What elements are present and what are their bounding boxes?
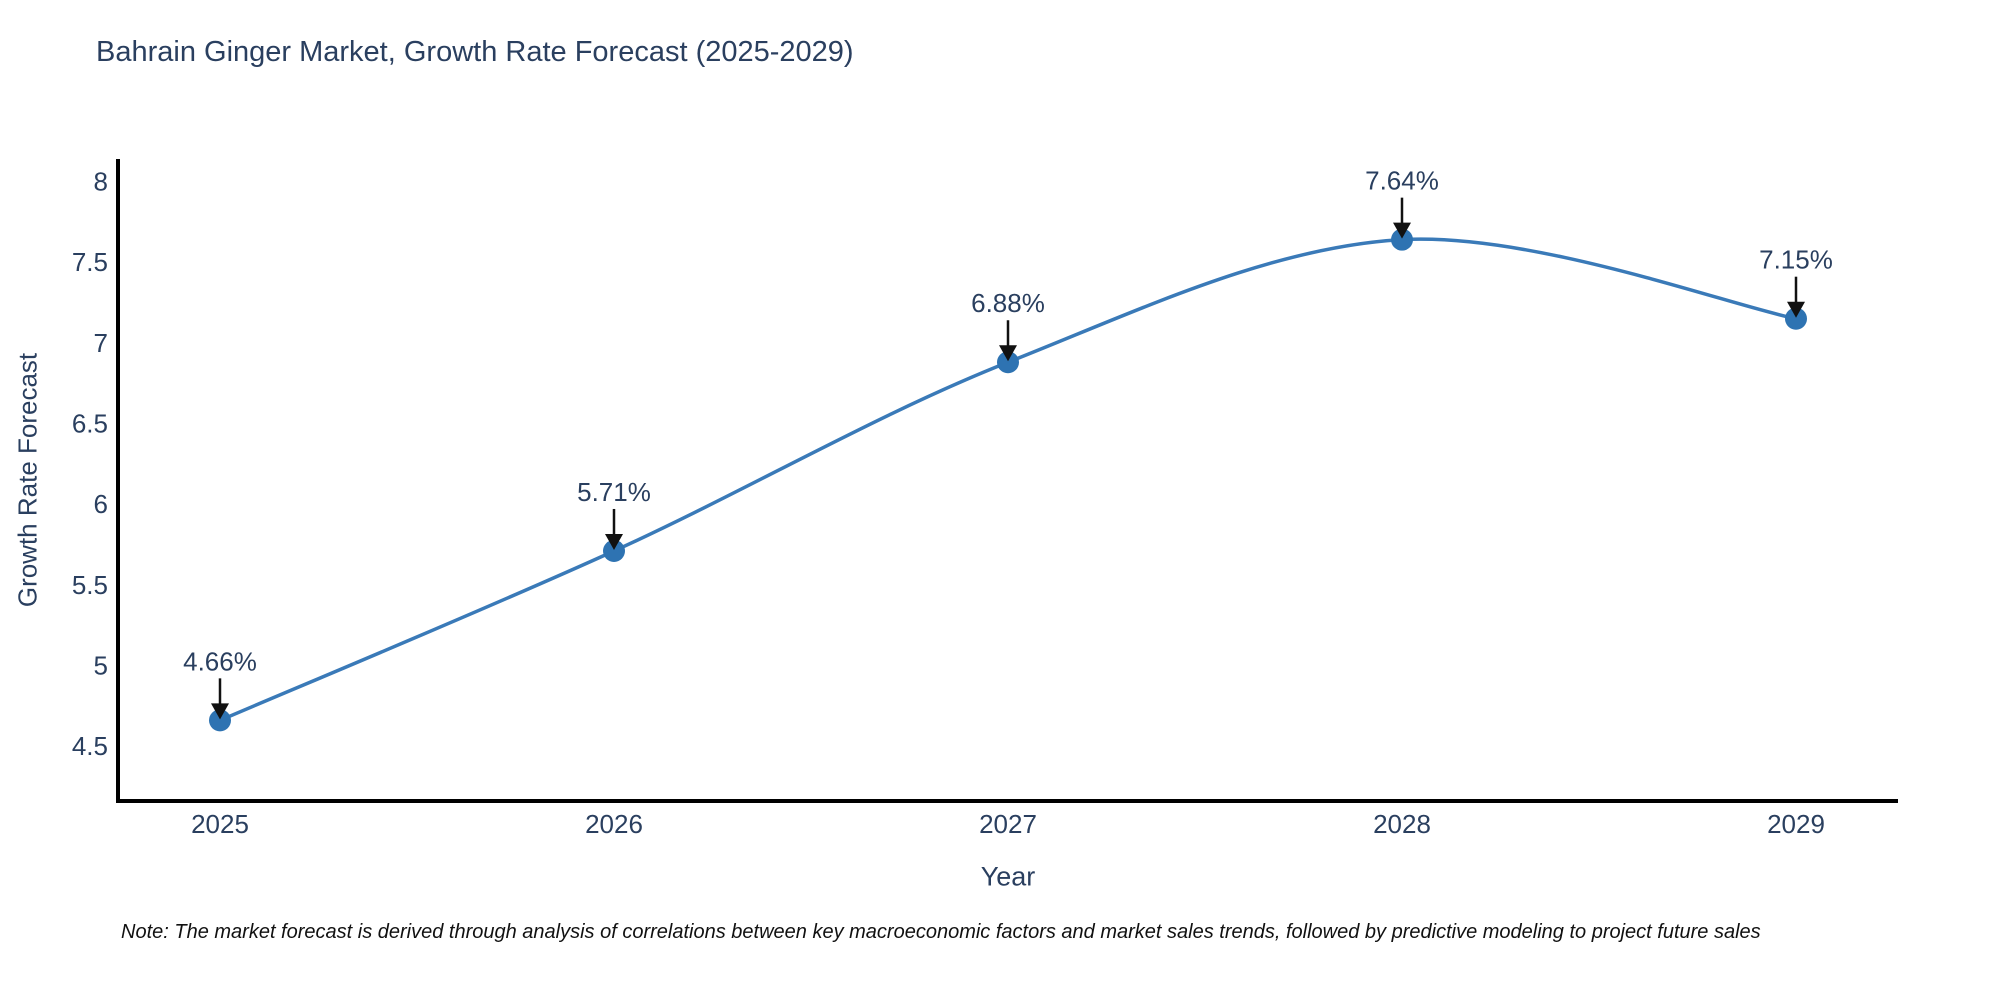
- y-tick-label: 8: [94, 167, 108, 197]
- data-point-label: 7.15%: [1759, 245, 1833, 275]
- y-tick-label: 7: [94, 328, 108, 358]
- chart-title: Bahrain Ginger Market, Growth Rate Forec…: [96, 36, 854, 68]
- x-tick-label: 2026: [585, 809, 643, 839]
- x-tick-label: 2028: [1373, 809, 1431, 839]
- y-tick-label: 6: [94, 489, 108, 519]
- x-tick-label: 2029: [1767, 809, 1825, 839]
- data-point-marker: [209, 709, 231, 732]
- data-point-label: 4.66%: [183, 646, 257, 676]
- annotation-arrowhead-icon: [999, 345, 1017, 362]
- y-tick-label: 5.5: [72, 570, 108, 600]
- data-point-marker: [997, 351, 1019, 374]
- data-point-label: 7.64%: [1365, 166, 1439, 196]
- x-tick-label: 2027: [979, 809, 1037, 839]
- footnote: Note: The market forecast is derived thr…: [121, 921, 1761, 943]
- data-point-marker: [603, 539, 625, 562]
- y-tick-label: 4.5: [72, 731, 108, 761]
- y-tick-label: 6.5: [72, 409, 108, 439]
- data-point-label: 6.88%: [971, 288, 1045, 318]
- data-point-marker: [1391, 228, 1413, 251]
- data-point-label: 5.71%: [577, 477, 651, 507]
- data-point-marker: [1785, 307, 1807, 330]
- annotation-arrowhead-icon: [1393, 222, 1411, 239]
- y-tick-label: 5: [94, 651, 108, 681]
- annotation-arrowhead-icon: [211, 703, 229, 720]
- annotation-arrowhead-icon: [605, 533, 623, 550]
- x-tick-label: 2025: [191, 809, 249, 839]
- y-axis-title: Growth Rate Forecast: [12, 352, 43, 608]
- annotation-arrowhead-icon: [1787, 301, 1805, 318]
- y-tick-label: 7.5: [72, 247, 108, 277]
- x-axis-title: Year: [980, 861, 1036, 892]
